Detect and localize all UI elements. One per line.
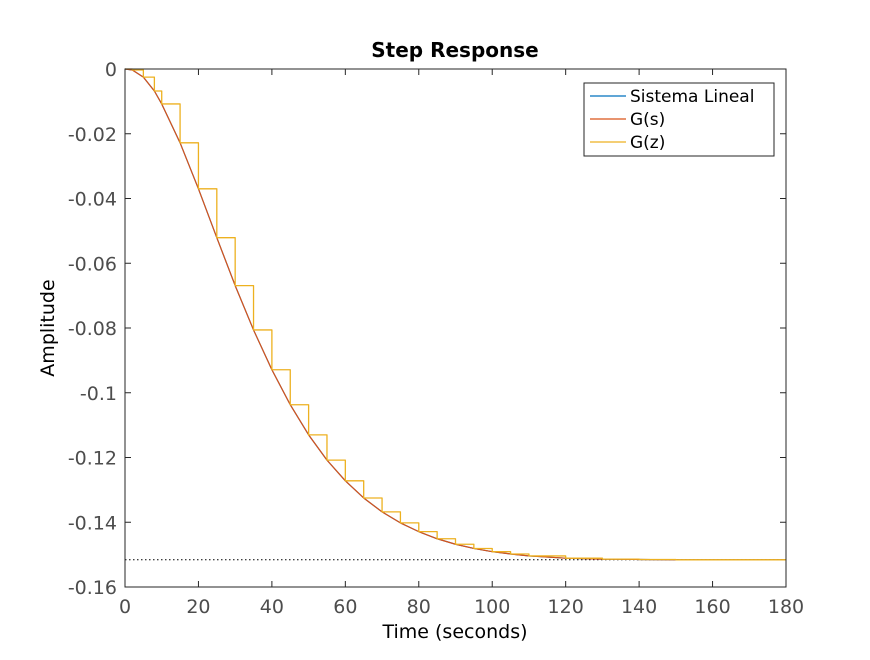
chart-title: Step Response <box>371 38 538 62</box>
x-tick-label: 40 <box>260 596 284 618</box>
x-tick-label: 20 <box>186 596 210 618</box>
legend: Sistema Lineal G(s) G(z) <box>583 82 775 157</box>
legend-label-g-s: G(s) <box>630 110 665 130</box>
y-tick-label: -0.16 <box>68 577 117 599</box>
y-tick-label: 0 <box>105 59 117 81</box>
y-tick-label: -0.08 <box>68 318 117 340</box>
x-tick-label: 0 <box>119 596 131 618</box>
series-line-g-s <box>124 68 786 561</box>
x-tick-label: 120 <box>548 596 584 618</box>
y-tick-label: -0.12 <box>68 448 117 470</box>
y-tick-label: -0.1 <box>80 383 117 405</box>
y-tick-label: -0.06 <box>68 253 117 275</box>
x-tick-label: 80 <box>407 596 431 618</box>
legend-label-sistema-lineal: Sistema Lineal <box>630 87 754 107</box>
axes-box <box>124 68 787 588</box>
series-group <box>124 68 786 561</box>
y-tick-label: -0.02 <box>68 124 117 146</box>
y-axis-label: Amplitude <box>37 279 59 376</box>
x-axis-label: Time (seconds) <box>381 621 527 643</box>
x-tick-label: 140 <box>621 596 657 618</box>
x-tick-label: 180 <box>768 596 804 618</box>
y-tick-label: -0.04 <box>68 189 117 211</box>
legend-label-g-z: G(z) <box>630 133 665 153</box>
x-tick-label: 160 <box>694 596 730 618</box>
y-tick-labels: 0 -0.02 -0.04 -0.06 -0.08 -0.1 -0.12 -0.14 -0.16 <box>68 59 117 599</box>
y-tick-label: -0.14 <box>68 512 117 534</box>
x-tick-label: 60 <box>333 596 357 618</box>
x-tick-label: 100 <box>474 596 510 618</box>
x-tick-labels: 0 20 40 60 80 100 120 140 160 180 <box>119 596 804 618</box>
series-line-g-z <box>125 68 786 561</box>
